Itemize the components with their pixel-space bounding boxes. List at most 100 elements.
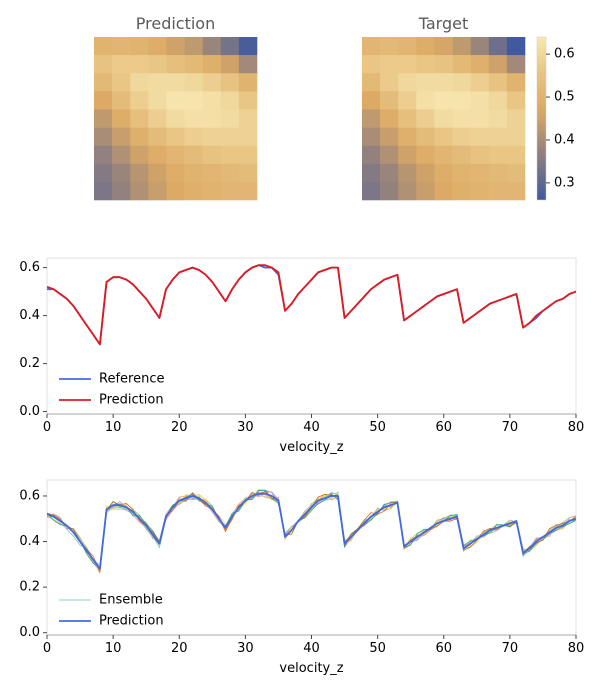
heatmap-cell	[488, 145, 508, 165]
heatmap-cell	[220, 145, 240, 165]
heatmap-cell	[148, 73, 167, 92]
series-line	[47, 264, 576, 346]
plot-frame	[46, 257, 577, 415]
colorbar-tick-label: 0.3	[554, 175, 575, 190]
heatmap-cell	[220, 181, 240, 201]
heatmap-cell	[166, 73, 185, 92]
heatmap-cell	[506, 91, 526, 110]
x-tick-label: 70	[502, 420, 519, 435]
x-axis-label: velocity_z	[279, 440, 343, 455]
heatmap-cell	[470, 163, 490, 183]
legend-label: Reference	[99, 372, 164, 387]
heatmap-cell	[506, 163, 526, 183]
heatmap-cell	[130, 181, 149, 201]
heatmap-title: Target	[418, 14, 469, 33]
series-line	[47, 264, 576, 346]
heatmap-cell	[434, 73, 453, 92]
heatmap-cell	[380, 73, 399, 92]
heatmap-cell	[470, 109, 490, 128]
heatmap-cell	[506, 127, 526, 146]
heatmap-cell	[112, 127, 131, 146]
heatmap-cell	[434, 55, 453, 74]
heatmap-cell	[220, 91, 240, 110]
heatmap-cell	[416, 91, 435, 110]
heatmap-cell	[94, 163, 113, 183]
heatmap-cell	[220, 127, 240, 146]
heatmap-cell	[470, 127, 490, 146]
x-tick-label: 30	[237, 420, 254, 435]
heatmap-cell	[488, 127, 508, 146]
y-tick-label: 0.4	[19, 534, 40, 549]
legend-label: Ensemble	[99, 593, 163, 608]
heatmap-cell	[220, 37, 240, 56]
heatmap-cell	[380, 181, 399, 201]
heatmap-cell	[398, 55, 417, 74]
heatmap-cell	[202, 163, 222, 183]
heatmap-cell	[362, 145, 381, 165]
colorbar	[536, 36, 547, 201]
heatmap-cell	[506, 145, 526, 165]
heatmap-cell	[166, 91, 185, 110]
heatmap-cell	[148, 163, 167, 183]
heatmap-cell	[184, 163, 203, 183]
heatmap-cell	[238, 37, 258, 56]
heatmap-cell	[94, 145, 113, 165]
heatmap-cell	[488, 55, 508, 74]
heatmap-cell	[148, 37, 167, 56]
heatmap-cell	[112, 145, 131, 165]
heatmap-cell	[416, 181, 435, 201]
x-tick-label: 20	[171, 420, 188, 435]
heatmap-cell	[94, 91, 113, 110]
heatmap-cell	[452, 37, 471, 56]
heatmap-cell	[416, 37, 435, 56]
x-axis-label: velocity_z	[279, 661, 343, 676]
heatmap-cell	[130, 127, 149, 146]
heatmap-cell	[112, 91, 131, 110]
y-tick-label: 0.2	[19, 580, 40, 595]
heatmap-cell	[488, 181, 508, 201]
y-tick-label: 0.6	[19, 488, 40, 503]
heatmap-cell	[452, 91, 471, 110]
ensemble-member-line	[47, 489, 576, 568]
heatmap-cell	[238, 181, 258, 201]
heatmap-cell	[362, 127, 381, 146]
heatmap-cell	[238, 109, 258, 128]
heatmap-cell	[148, 55, 167, 74]
heatmap-cell	[434, 127, 453, 146]
heatmap-cell	[380, 37, 399, 56]
heatmap-cell	[130, 37, 149, 56]
heatmap-cell	[380, 163, 399, 183]
heatmap-cell	[166, 127, 185, 146]
heatmap-cell	[220, 109, 240, 128]
heatmap-cell	[380, 127, 399, 146]
x-tick-label: 70	[502, 641, 519, 656]
heatmap-cell	[398, 127, 417, 146]
heatmap-cell	[238, 145, 258, 165]
heatmap-cell	[220, 55, 240, 74]
heatmap-cell	[94, 37, 113, 56]
heatmap-cell	[238, 55, 258, 74]
heatmap-cell	[416, 109, 435, 128]
heatmap-cell	[202, 73, 222, 92]
colorbar-tick-label: 0.6	[554, 47, 575, 62]
heatmap-cell	[184, 145, 203, 165]
heatmap-cell	[452, 55, 471, 74]
heatmap-cell	[166, 181, 185, 201]
heatmap-cell	[238, 163, 258, 183]
x-tick-label: 20	[171, 641, 188, 656]
heatmap-cell	[130, 145, 149, 165]
heatmap-cell	[166, 145, 185, 165]
heatmap-cell	[112, 55, 131, 74]
y-tick-label: 0.0	[19, 404, 40, 419]
heatmap-cell	[184, 37, 203, 56]
heatmap-cell	[238, 73, 258, 92]
heatmap-cell	[202, 127, 222, 146]
heatmap-cell	[166, 109, 185, 128]
colorbar-tick-label: 0.4	[554, 132, 575, 147]
heatmap-cell	[470, 181, 490, 201]
heatmap-cell	[452, 181, 471, 201]
x-tick-label: 0	[43, 641, 51, 656]
heatmap-cell	[506, 73, 526, 92]
heatmap-cell	[488, 109, 508, 128]
x-tick-label: 0	[43, 420, 51, 435]
